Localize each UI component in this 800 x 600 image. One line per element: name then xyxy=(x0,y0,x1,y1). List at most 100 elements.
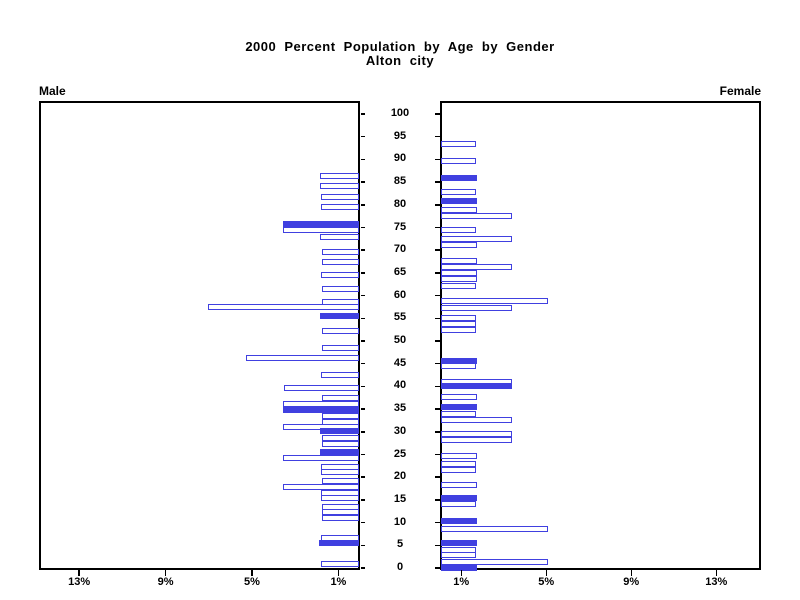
male-bar xyxy=(321,249,359,256)
female-bar xyxy=(441,404,477,411)
age-axis-label: 10 xyxy=(393,515,407,528)
female-bar xyxy=(441,410,477,417)
male-bar xyxy=(321,514,359,521)
male-bar xyxy=(320,172,359,179)
female-age-tick xyxy=(435,499,440,501)
male-age-tick xyxy=(360,476,365,478)
female-bar xyxy=(441,552,477,559)
female-bar xyxy=(441,526,548,533)
female-age-tick xyxy=(435,294,440,297)
male-age-tick xyxy=(360,135,365,138)
male-bar xyxy=(319,540,359,547)
female-bar xyxy=(441,500,477,507)
female-bar xyxy=(441,564,477,571)
age-axis-label: 90 xyxy=(393,152,407,165)
male-age-tick xyxy=(360,181,365,183)
male-age-tick xyxy=(360,317,365,320)
female-bar xyxy=(441,558,548,565)
male-bar xyxy=(284,385,359,392)
female-panel xyxy=(440,101,761,570)
male-bar xyxy=(321,193,359,200)
female-bar xyxy=(441,518,477,525)
female-age-tick xyxy=(435,158,440,161)
male-bar xyxy=(320,428,359,435)
male-bar xyxy=(320,560,359,567)
male-age-tick xyxy=(360,544,365,547)
female-bar xyxy=(441,282,477,289)
female-bar xyxy=(441,241,477,248)
male-age-tick xyxy=(360,362,365,365)
female-pct-tick xyxy=(715,570,717,576)
age-axis-label: 50 xyxy=(393,334,407,346)
female-pct-tick xyxy=(545,570,547,576)
male-bar xyxy=(321,203,359,210)
male-age-tick xyxy=(360,249,365,251)
male-age-tick xyxy=(360,521,365,524)
male-bar xyxy=(320,182,359,189)
male-pct-label: 5% xyxy=(244,576,260,588)
female-bar xyxy=(441,213,512,220)
male-bar xyxy=(321,285,359,292)
female-bar xyxy=(441,482,477,489)
female-bar xyxy=(441,540,477,547)
age-axis-label: 5 xyxy=(396,538,404,551)
male-pct-tick xyxy=(337,570,340,576)
age-axis-label: 70 xyxy=(393,243,407,256)
female-bar xyxy=(441,494,477,501)
male-age-tick xyxy=(360,158,365,161)
age-axis-label: 35 xyxy=(393,402,407,415)
male-pct-tick xyxy=(164,570,167,576)
male-age-tick xyxy=(360,408,365,410)
female-bar xyxy=(441,140,477,147)
male-age-tick xyxy=(360,431,365,433)
female-bar xyxy=(441,189,477,196)
female-bar xyxy=(441,305,512,312)
female-bar xyxy=(441,320,477,327)
male-age-tick xyxy=(360,272,365,274)
female-bar xyxy=(441,263,512,270)
female-bar xyxy=(441,175,477,182)
male-age-tick xyxy=(360,204,365,206)
male-bar xyxy=(321,328,359,334)
male-bar xyxy=(320,233,359,240)
male-pct-label: 13% xyxy=(68,576,91,588)
female-age-tick xyxy=(435,476,440,478)
male-bar xyxy=(283,484,359,491)
age-axis-label: 55 xyxy=(393,311,407,324)
female-bar xyxy=(441,363,477,370)
age-axis-label: 95 xyxy=(393,129,407,142)
male-bar xyxy=(321,259,359,265)
male-pct-tick xyxy=(78,570,80,576)
male-age-tick xyxy=(360,567,365,569)
male-panel-label: Male xyxy=(39,84,66,98)
female-age-tick xyxy=(435,226,440,229)
female-age-tick xyxy=(435,521,440,524)
age-axis-label: 80 xyxy=(393,197,407,210)
female-bar xyxy=(441,466,477,473)
age-axis-label: 0 xyxy=(396,561,404,573)
male-bar xyxy=(321,440,359,447)
male-age-tick xyxy=(360,113,365,115)
female-bar xyxy=(441,198,477,205)
male-bar xyxy=(320,371,359,378)
male-bar xyxy=(207,304,359,311)
age-axis-label: 45 xyxy=(393,356,407,369)
age-axis-label: 25 xyxy=(393,447,407,460)
male-age-tick xyxy=(360,385,365,388)
female-age-tick xyxy=(435,272,440,274)
age-axis-label: 100 xyxy=(390,107,410,119)
female-bar xyxy=(441,270,477,277)
age-axis-label: 85 xyxy=(393,175,407,188)
female-bar xyxy=(441,417,512,424)
female-pct-label: 13% xyxy=(705,576,728,588)
female-age-tick xyxy=(435,431,440,433)
age-axis-label: 40 xyxy=(393,379,407,392)
male-age-tick xyxy=(360,340,365,342)
chart-title: 2000 Percent Population by Age by Gender xyxy=(245,39,555,54)
female-bar xyxy=(441,226,477,233)
female-bar xyxy=(441,393,477,400)
female-age-tick xyxy=(435,135,440,138)
male-age-tick xyxy=(360,453,365,456)
female-age-tick xyxy=(435,567,440,569)
